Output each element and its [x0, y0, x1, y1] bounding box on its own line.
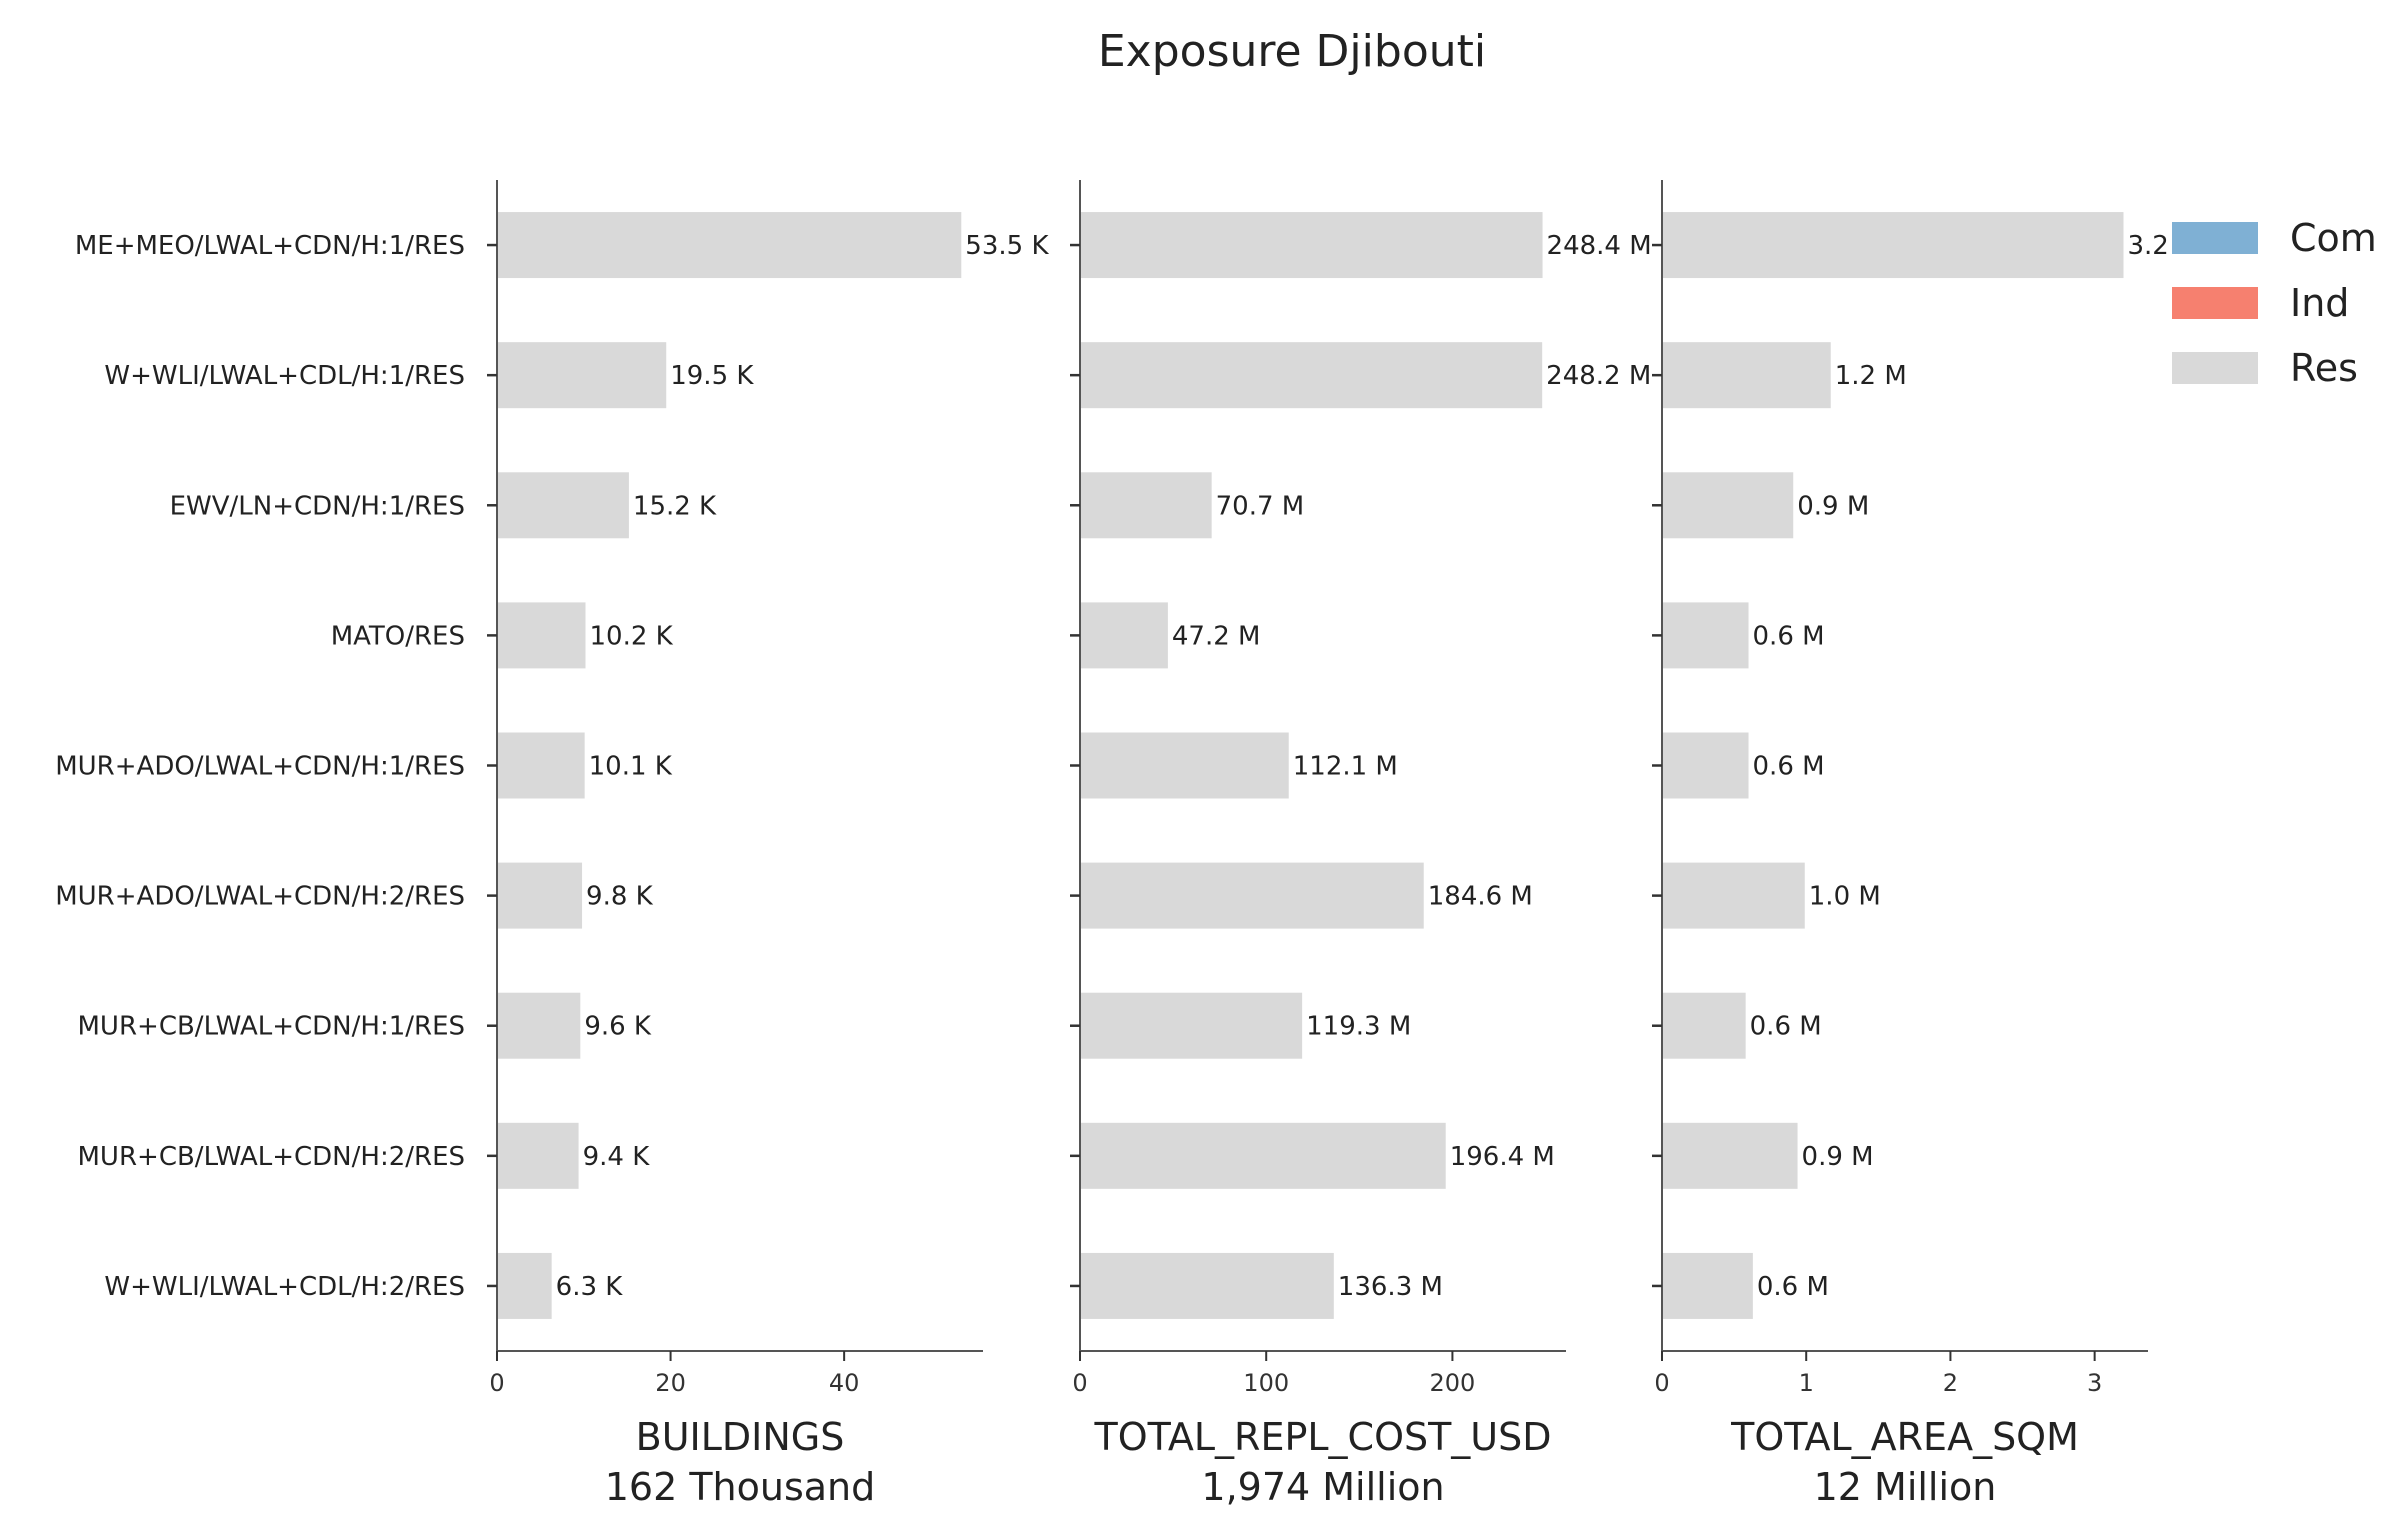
- bar: [1662, 862, 1805, 929]
- x-tick-label: 40: [829, 1369, 860, 1397]
- bar: [497, 342, 667, 409]
- bar: [1662, 992, 1746, 1059]
- bar-value-label: 1.0 M: [1809, 882, 1881, 912]
- x-tick-label: 1: [1799, 1369, 1814, 1397]
- legend-swatch: [2172, 352, 2258, 384]
- x-tick-label: 100: [1243, 1369, 1289, 1397]
- category-label: W+WLI/LWAL+CDL/H:2/RES: [104, 1272, 465, 1302]
- bar-value-label: 19.5 K: [670, 361, 754, 391]
- bar-value-label: 0.9 M: [1802, 1142, 1874, 1172]
- bar-value-label: 184.6 M: [1428, 882, 1533, 912]
- x-tick-label: 0: [1072, 1369, 1087, 1397]
- category-label: ME+MEO/LWAL+CDN/H:1/RES: [75, 231, 465, 261]
- bar-value-label: 0.6 M: [1753, 621, 1825, 651]
- bar-value-label: 0.6 M: [1757, 1272, 1829, 1302]
- bar-value-label: 53.5 K: [965, 231, 1049, 261]
- bar-value-label: 47.2 M: [1172, 621, 1261, 651]
- bar-value-label: 9.8 K: [586, 882, 654, 912]
- x-tick-label: 200: [1430, 1369, 1476, 1397]
- chart-title: Exposure Djibouti: [1098, 26, 1486, 77]
- bar-value-label: 70.7 M: [1216, 491, 1305, 521]
- bar-value-label: 0.6 M: [1753, 752, 1825, 782]
- bar: [1662, 472, 1794, 539]
- bar: [1662, 1122, 1798, 1189]
- bar: [1080, 992, 1303, 1059]
- category-label: MUR+CB/LWAL+CDN/H:2/RES: [78, 1142, 466, 1172]
- panel-2: 248.4 M 248.2 M 70.7 M 47.2 M 112.1 M 184.6 M…: [1070, 180, 1652, 1509]
- bar: [497, 992, 581, 1059]
- category-label: W+WLI/LWAL+CDL/H:1/RES: [104, 361, 465, 391]
- bar: [1662, 602, 1749, 669]
- category-label: MATO/RES: [331, 621, 465, 651]
- bar: [1080, 212, 1543, 279]
- panel-1: 53.5 K 19.5 K 15.2 K 10.2 K 10.1 K 9.8 K 9.6 K…: [55, 180, 1049, 1509]
- bar: [1080, 1122, 1446, 1189]
- x-tick-label: 2: [1943, 1369, 1958, 1397]
- x-axis-label: BUILDINGS: [636, 1415, 845, 1459]
- bar-value-label: 0.6 M: [1750, 1012, 1822, 1042]
- bar-value-label: 119.3 M: [1306, 1012, 1411, 1042]
- bar-value-label: 15.2 K: [633, 491, 717, 521]
- bar: [1080, 342, 1543, 409]
- bar: [1080, 602, 1168, 669]
- x-axis-label: TOTAL_REPL_COST_USD: [1093, 1415, 1551, 1459]
- bar: [497, 732, 585, 799]
- bar: [497, 472, 629, 539]
- bar-value-label: 112.1 M: [1293, 752, 1398, 782]
- bar: [497, 602, 586, 669]
- x-axis-label: TOTAL_AREA_SQM: [1730, 1415, 2079, 1459]
- bar: [1080, 472, 1212, 539]
- x-tick-label: 0: [1654, 1369, 1669, 1397]
- bar-value-label: 9.4 K: [583, 1142, 651, 1172]
- bar: [1662, 1252, 1753, 1319]
- x-axis-total: 1,974 Million: [1201, 1465, 1444, 1509]
- bar: [1080, 862, 1424, 929]
- category-label: EWV/LN+CDN/H:1/RES: [170, 491, 465, 521]
- x-tick-label: 20: [655, 1369, 686, 1397]
- bar-value-label: 10.1 K: [589, 752, 673, 782]
- category-label: MUR+CB/LWAL+CDN/H:1/RES: [78, 1012, 466, 1042]
- bar-value-label: 1.2 M: [1835, 361, 1907, 391]
- bar: [497, 862, 583, 929]
- bar: [497, 1122, 579, 1189]
- bar: [1662, 212, 2124, 279]
- legend: Com Ind Res: [2172, 216, 2377, 390]
- bar: [1662, 342, 1831, 409]
- legend-label: Res: [2290, 346, 2358, 390]
- legend-swatch: [2172, 222, 2258, 254]
- bar: [1080, 732, 1289, 799]
- bar-value-label: 9.6 K: [584, 1012, 652, 1042]
- category-label: MUR+ADO/LWAL+CDN/H:2/RES: [55, 882, 465, 912]
- bar-value-label: 196.4 M: [1450, 1142, 1555, 1172]
- category-label: MUR+ADO/LWAL+CDN/H:1/RES: [55, 752, 465, 782]
- bar: [497, 212, 962, 279]
- bar: [1080, 1252, 1334, 1319]
- legend-label: Com: [2290, 216, 2377, 260]
- bar: [1662, 732, 1749, 799]
- bar: [497, 1252, 552, 1319]
- bar-value-label: 248.4 M: [1547, 231, 1652, 261]
- panel-3: 3.2 M1.2 M0.9 M0.6 M0.6 M1.0 M0.6 M0.9 M…: [1652, 180, 2200, 1509]
- x-tick-label: 3: [2087, 1369, 2102, 1397]
- legend-swatch: [2172, 287, 2258, 319]
- bar-value-label: 136.3 M: [1338, 1272, 1443, 1302]
- x-axis-total: 162 Thousand: [605, 1465, 876, 1509]
- legend-label: Ind: [2290, 281, 2349, 325]
- bar-value-label: 248.2 M: [1546, 361, 1651, 391]
- x-tick-label: 0: [489, 1369, 504, 1397]
- bar-value-label: 10.2 K: [590, 621, 674, 651]
- bar-value-label: 0.9 M: [1797, 491, 1869, 521]
- bar-value-label: 6.3 K: [556, 1272, 624, 1302]
- x-axis-total: 12 Million: [1814, 1465, 1997, 1509]
